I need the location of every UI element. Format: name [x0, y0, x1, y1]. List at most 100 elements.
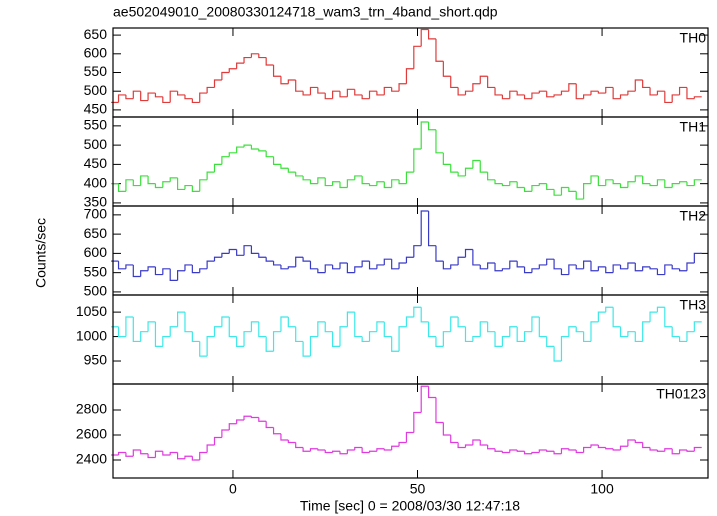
y-tick-label: 550 — [84, 63, 108, 79]
data-step — [287, 317, 296, 328]
data-step — [383, 181, 392, 189]
data-step — [162, 268, 171, 275]
data-step — [361, 447, 370, 454]
data-step — [302, 175, 311, 181]
data-step — [619, 94, 628, 99]
data-step — [302, 91, 311, 96]
data-step — [523, 266, 532, 274]
data-step — [221, 156, 230, 165]
data-step — [442, 152, 451, 165]
data-step — [368, 183, 377, 187]
data-step — [272, 261, 281, 266]
data-step — [546, 336, 555, 347]
data-step — [398, 441, 407, 447]
data-step — [339, 181, 348, 189]
data-step — [531, 268, 540, 273]
data-step — [531, 451, 540, 454]
data-step — [642, 266, 651, 271]
x-tick-label: 50 — [410, 481, 426, 497]
y-tick-label: 2400 — [76, 451, 107, 467]
data-step — [634, 79, 643, 92]
data-step — [405, 316, 414, 327]
data-step — [176, 452, 185, 460]
data-step — [693, 179, 702, 186]
data-step — [147, 175, 156, 185]
data-step — [295, 326, 304, 343]
data-step — [376, 448, 385, 452]
data-step — [686, 331, 695, 342]
data-step — [169, 90, 178, 103]
data-step — [627, 181, 636, 188]
data-step — [472, 83, 481, 92]
data-step — [287, 266, 296, 269]
data-step — [258, 321, 267, 338]
data-step — [199, 268, 208, 273]
data-step — [280, 316, 289, 332]
data-step — [272, 427, 281, 435]
data-step — [427, 29, 436, 40]
data-step — [568, 187, 577, 192]
data-step — [634, 440, 643, 444]
y-tick-label: 350 — [84, 194, 108, 210]
data-step — [575, 264, 584, 270]
y-tick-label: 500 — [84, 82, 108, 98]
series-label: TH0123 — [656, 386, 706, 402]
data-step — [324, 264, 333, 273]
data-step — [405, 68, 414, 84]
data-step — [280, 76, 289, 85]
data-step — [509, 260, 518, 269]
data-step — [560, 268, 569, 276]
data-step — [354, 266, 363, 273]
x-tick-label: 100 — [590, 481, 614, 497]
data-step — [420, 385, 429, 413]
y-tick-label: 700 — [84, 206, 108, 222]
data-step — [656, 306, 665, 313]
data-step — [354, 446, 363, 450]
data-step — [442, 422, 451, 436]
data-step — [538, 449, 547, 453]
data-step — [324, 93, 333, 100]
data-step — [612, 448, 621, 451]
data-step — [117, 94, 126, 103]
data-step — [568, 264, 577, 275]
y-tick-label: 500 — [84, 136, 108, 152]
data-step — [583, 260, 591, 269]
data-step — [265, 257, 274, 262]
data-step — [457, 87, 466, 96]
data-step — [487, 321, 496, 333]
data-step — [228, 152, 237, 157]
data-step — [553, 346, 562, 362]
data-step — [590, 175, 599, 184]
data-step — [427, 386, 436, 399]
data-step — [501, 335, 510, 347]
data-step — [361, 336, 370, 343]
data-step — [250, 416, 259, 419]
y-tick-label: 400 — [84, 174, 108, 190]
data-step — [523, 187, 532, 192]
y-tick-label: 600 — [84, 244, 108, 260]
data-step — [376, 91, 385, 96]
data-step — [605, 86, 614, 94]
data-step — [184, 312, 193, 333]
y-axis-label: Counts/sec — [33, 218, 49, 288]
data-step — [450, 264, 459, 269]
series-label: TH0 — [680, 30, 707, 46]
data-step — [479, 321, 488, 337]
data-step — [605, 306, 614, 313]
data-step — [619, 264, 628, 270]
data-step — [287, 79, 296, 84]
data-step — [656, 268, 665, 276]
data-step — [612, 307, 621, 328]
data-step — [332, 181, 341, 186]
data-step — [332, 331, 341, 347]
data-step — [265, 57, 274, 66]
data-step — [479, 440, 488, 446]
data-step — [295, 79, 304, 92]
panel-frame — [112, 383, 709, 479]
data-step — [132, 264, 141, 278]
data-step — [250, 245, 259, 254]
data-step — [162, 335, 171, 347]
data-step — [435, 245, 444, 262]
data-step — [575, 83, 584, 100]
